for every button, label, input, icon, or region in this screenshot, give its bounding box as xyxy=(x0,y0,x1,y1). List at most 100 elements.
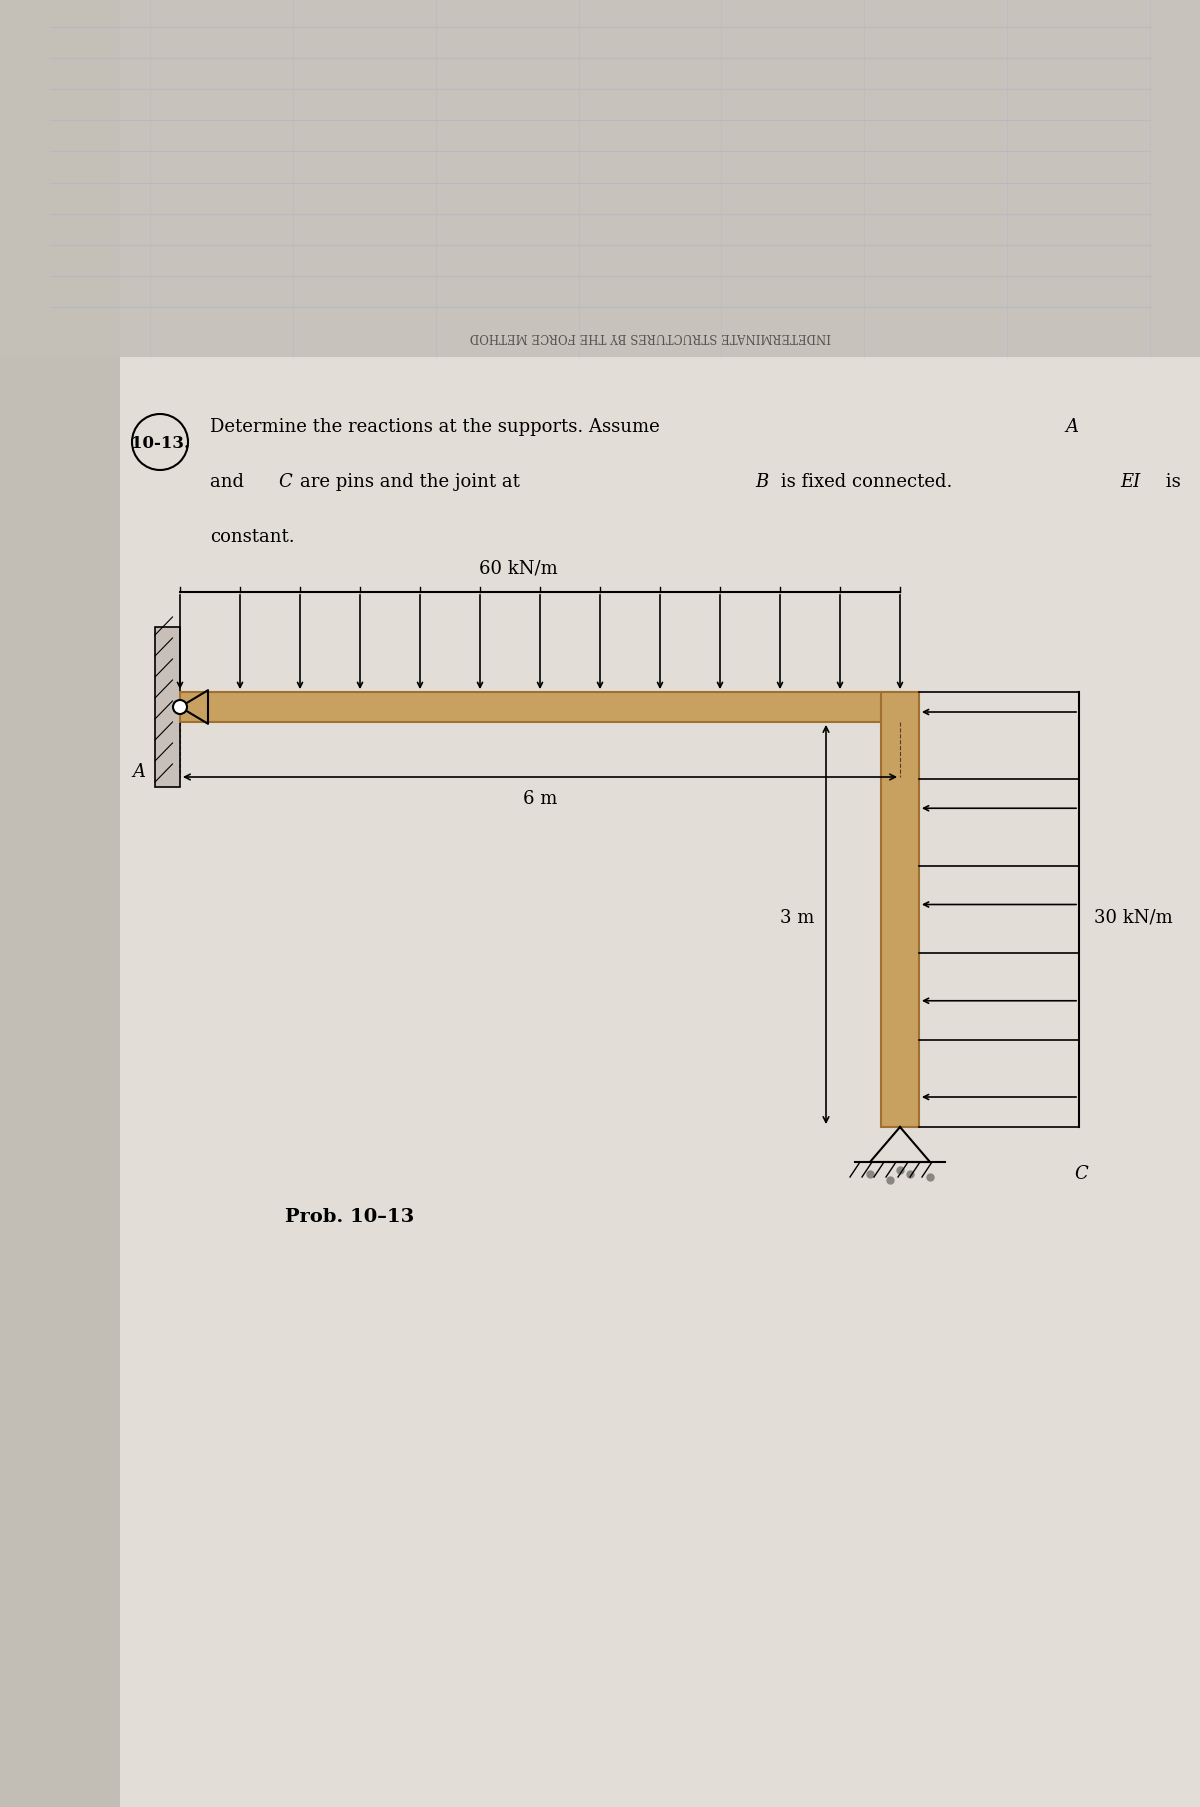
Bar xyxy=(881,692,919,1128)
Bar xyxy=(750,0,766,1807)
Text: Determine the reactions at the supports. Assume: Determine the reactions at the supports.… xyxy=(210,417,666,435)
Bar xyxy=(390,0,406,1807)
Bar xyxy=(346,0,360,1807)
Text: 6 m: 6 m xyxy=(523,790,557,808)
Text: EI: EI xyxy=(1120,473,1140,492)
Bar xyxy=(180,0,194,1807)
Bar xyxy=(734,0,750,1807)
Bar xyxy=(406,0,420,1807)
Bar xyxy=(74,0,90,1807)
Bar xyxy=(674,0,690,1807)
Bar xyxy=(496,0,510,1807)
Bar xyxy=(1050,0,1066,1807)
Bar xyxy=(1110,0,1126,1807)
Bar xyxy=(150,0,166,1807)
Bar xyxy=(155,627,180,788)
Bar xyxy=(106,0,120,1807)
Text: and: and xyxy=(210,473,250,492)
Bar xyxy=(616,0,630,1807)
Bar xyxy=(210,0,226,1807)
Bar xyxy=(226,0,240,1807)
Circle shape xyxy=(173,701,187,714)
Bar xyxy=(870,0,884,1807)
Bar xyxy=(1170,0,1186,1807)
Text: C: C xyxy=(1074,1164,1087,1182)
Bar xyxy=(120,0,134,1807)
Text: 60 kN/m: 60 kN/m xyxy=(479,560,558,578)
Bar xyxy=(420,0,434,1807)
Bar xyxy=(1020,0,1034,1807)
Text: constant.: constant. xyxy=(210,528,295,546)
Bar xyxy=(630,0,646,1807)
Bar xyxy=(30,0,46,1807)
Bar xyxy=(690,0,706,1807)
Bar xyxy=(810,0,826,1807)
Bar xyxy=(1140,0,1154,1807)
Bar xyxy=(780,0,796,1807)
Bar xyxy=(374,0,390,1807)
Text: Prob. 10–13: Prob. 10–13 xyxy=(286,1207,415,1225)
Bar xyxy=(856,0,870,1807)
Bar xyxy=(916,0,930,1807)
Bar xyxy=(166,0,180,1807)
Bar xyxy=(314,0,330,1807)
Bar xyxy=(0,0,1200,358)
Bar xyxy=(330,0,346,1807)
Bar xyxy=(526,0,540,1807)
Bar xyxy=(510,0,526,1807)
Bar xyxy=(706,0,720,1807)
Bar xyxy=(990,0,1006,1807)
Text: B: B xyxy=(755,473,768,492)
Bar xyxy=(720,0,734,1807)
Bar xyxy=(1126,0,1140,1807)
Bar xyxy=(14,0,30,1807)
Bar xyxy=(930,0,946,1807)
Bar xyxy=(540,0,554,1807)
Text: is: is xyxy=(1160,473,1181,492)
Bar xyxy=(796,0,810,1807)
Bar xyxy=(466,0,480,1807)
Bar xyxy=(300,0,314,1807)
Bar xyxy=(360,0,374,1807)
Text: is fixed connected.: is fixed connected. xyxy=(775,473,958,492)
Bar xyxy=(660,0,674,1807)
Bar xyxy=(286,0,300,1807)
Bar xyxy=(946,0,960,1807)
Text: INDETERMINATE STRUCTURES BY THE FORCE METHOD: INDETERMINATE STRUCTURES BY THE FORCE ME… xyxy=(469,331,830,343)
Text: are pins and the joint at: are pins and the joint at xyxy=(300,473,526,492)
Bar xyxy=(766,0,780,1807)
Bar xyxy=(270,0,286,1807)
Text: 30 kN/m: 30 kN/m xyxy=(1094,909,1172,927)
Bar xyxy=(960,0,974,1807)
Bar xyxy=(1186,0,1200,1807)
Bar xyxy=(646,0,660,1807)
Bar xyxy=(1096,0,1110,1807)
Bar xyxy=(60,0,74,1807)
Bar xyxy=(240,0,256,1807)
Text: C: C xyxy=(278,473,292,492)
Bar xyxy=(900,0,916,1807)
Bar xyxy=(840,0,854,1807)
Bar xyxy=(0,0,120,1807)
Bar xyxy=(1154,0,1170,1807)
Bar xyxy=(1066,0,1080,1807)
Bar xyxy=(180,692,900,723)
Bar xyxy=(826,0,840,1807)
Bar xyxy=(194,0,210,1807)
Bar xyxy=(974,0,990,1807)
Bar xyxy=(1006,0,1020,1807)
Bar xyxy=(586,0,600,1807)
Bar xyxy=(480,0,496,1807)
Bar xyxy=(134,0,150,1807)
Bar xyxy=(46,0,60,1807)
Bar xyxy=(600,0,616,1807)
Bar xyxy=(570,0,586,1807)
Bar xyxy=(90,0,106,1807)
Bar xyxy=(1080,0,1094,1807)
Bar xyxy=(434,0,450,1807)
Bar xyxy=(254,0,270,1807)
Bar xyxy=(450,0,466,1807)
Bar xyxy=(0,0,14,1807)
Bar xyxy=(554,0,570,1807)
Bar xyxy=(1034,0,1050,1807)
